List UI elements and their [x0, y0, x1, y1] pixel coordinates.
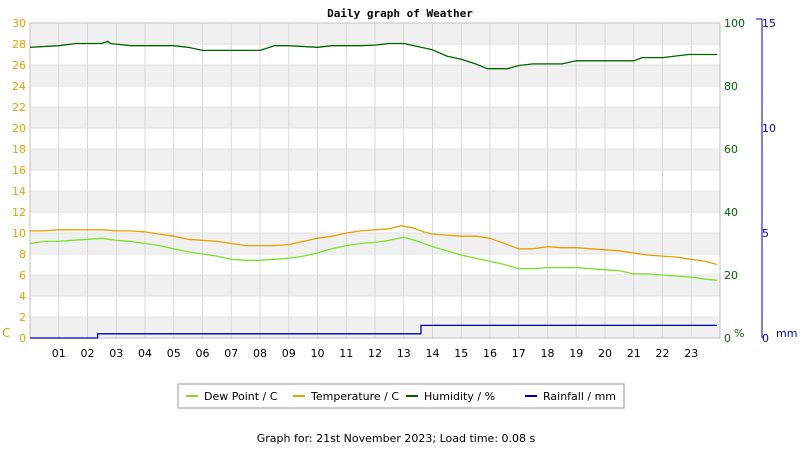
left-axis-tick-label: 4	[19, 290, 26, 303]
rain-axis-tick-label: 5	[762, 227, 769, 240]
x-axis-tick-label: 10	[311, 347, 325, 360]
right-axis-tick-label: 80	[724, 80, 738, 93]
x-axis-tick-label: 22	[656, 347, 670, 360]
right-axis-tick-label: 20	[724, 269, 738, 282]
plot-area	[29, 22, 721, 339]
left-axis-tick-label: 28	[12, 38, 26, 51]
series-line	[29, 236, 718, 281]
x-axis-tick-label: 20	[598, 347, 612, 360]
legend-box	[177, 383, 625, 409]
x-axis-tick-label: 17	[512, 347, 526, 360]
right-axis-tick-label: 40	[724, 206, 738, 219]
x-axis-tick-label: 15	[454, 347, 468, 360]
rain-axis-tick-label: 0	[762, 332, 769, 345]
left-axis-tick-label: 12	[12, 206, 26, 219]
left-axis-tick-label: 6	[19, 269, 26, 282]
right-axis-tick-label: 60	[724, 143, 738, 156]
left-axis-tick-label: 16	[12, 164, 26, 177]
legend-label: Humidity / %	[424, 390, 495, 403]
right-axis-tick-label: 0	[724, 332, 731, 345]
series-lines	[29, 40, 718, 339]
left-axis-tick-label: 14	[12, 185, 26, 198]
legend: Dew Point / C Temperature / C Humidity / %…	[177, 383, 625, 409]
x-axis-tick-label: 08	[253, 347, 267, 360]
humidity-axis-unit: %	[734, 327, 744, 340]
x-axis-tick-label: 02	[81, 347, 95, 360]
x-axis-tick-label: 11	[339, 347, 353, 360]
rain-axis-tick-label: 10	[762, 122, 776, 135]
x-axis-tick-label: 01	[52, 347, 66, 360]
axis-ticks: 0246810121416182022242628300204060801000…	[2, 17, 797, 360]
x-axis-tick-label: 14	[426, 347, 440, 360]
legend-label: Temperature / C	[310, 390, 399, 403]
x-axis-tick-label: 06	[196, 347, 210, 360]
x-axis-tick-label: 18	[541, 347, 555, 360]
grid-lines	[30, 22, 720, 339]
left-axis-tick-label: 2	[19, 311, 26, 324]
footer-text: Graph for: 21st November 2023; Load time…	[257, 432, 536, 445]
x-axis-tick-label: 05	[167, 347, 181, 360]
right-axis-tick-label: 100	[724, 17, 745, 30]
x-axis-tick-label: 03	[109, 347, 123, 360]
x-axis-tick-label: 21	[627, 347, 641, 360]
left-axis-tick-label: 18	[12, 143, 26, 156]
left-axis-tick-label: 22	[12, 101, 26, 114]
x-axis-tick-label: 13	[397, 347, 411, 360]
chart-title: Daily graph of Weather	[327, 7, 473, 20]
left-axis-tick-label: 30	[12, 17, 26, 30]
left-axis-tick-label: 0	[19, 332, 26, 345]
x-axis-tick-label: 12	[368, 347, 382, 360]
left-axis-tick-label: 26	[12, 59, 26, 72]
rain-axis-tick-label: 15	[762, 17, 776, 30]
series-line	[30, 225, 718, 266]
x-axis-tick-label: 07	[224, 347, 238, 360]
legend-label: Rainfall / mm	[543, 390, 616, 403]
series-line	[30, 324, 718, 339]
left-axis-tick-label: 10	[12, 227, 26, 240]
left-axis-tick-label: 8	[19, 248, 26, 261]
x-axis-tick-label: 16	[483, 347, 497, 360]
rain-axis-unit: mm	[776, 327, 797, 340]
x-axis-tick-label: 04	[138, 347, 152, 360]
left-axis-unit: C	[2, 326, 10, 340]
x-axis-tick-label: 09	[282, 347, 296, 360]
x-axis-tick-label: 19	[569, 347, 583, 360]
left-axis-tick-label: 24	[12, 80, 26, 93]
left-axis-tick-label: 20	[12, 122, 26, 135]
series-line	[29, 40, 718, 70]
x-axis-tick-label: 23	[684, 347, 698, 360]
legend-label: Dew Point / C	[204, 390, 278, 403]
